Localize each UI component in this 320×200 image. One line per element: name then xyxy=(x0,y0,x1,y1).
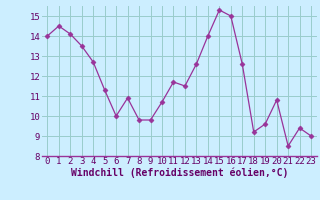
X-axis label: Windchill (Refroidissement éolien,°C): Windchill (Refroidissement éolien,°C) xyxy=(70,168,288,178)
